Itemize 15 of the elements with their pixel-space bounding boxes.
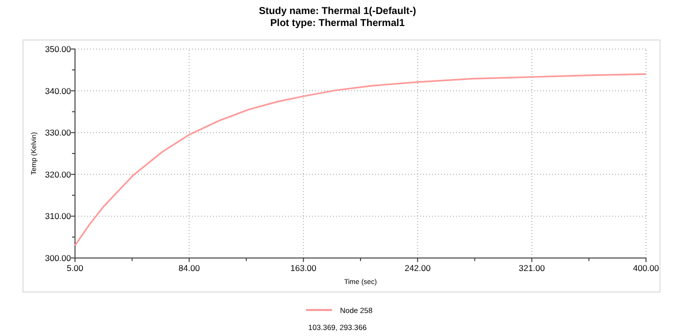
chart-title: Study name: Thermal 1(-Default-) (258, 6, 416, 17)
y-tick-label: 300.00 (45, 253, 72, 263)
x-tick-label: 242.00 (404, 263, 431, 273)
y-tick-label: 310.00 (45, 211, 72, 222)
line-series (74, 73, 647, 246)
x-tick-label: 5.00 (66, 263, 84, 273)
x-tick-label: 84.00 (178, 263, 200, 273)
x-tick-label: 163.00 (290, 263, 317, 273)
y-tick-label: 330.00 (45, 128, 72, 138)
y-tick-label: 340.00 (45, 86, 72, 96)
y-tick-label: 320.00 (45, 169, 72, 180)
y-tick-label: 350.00 (45, 44, 72, 54)
x-tick-label: 321.00 (518, 263, 546, 273)
x-tick-label: 400.00 (633, 263, 660, 273)
chart-subtitle: Plot type: Thermal Thermal1 (270, 18, 406, 29)
